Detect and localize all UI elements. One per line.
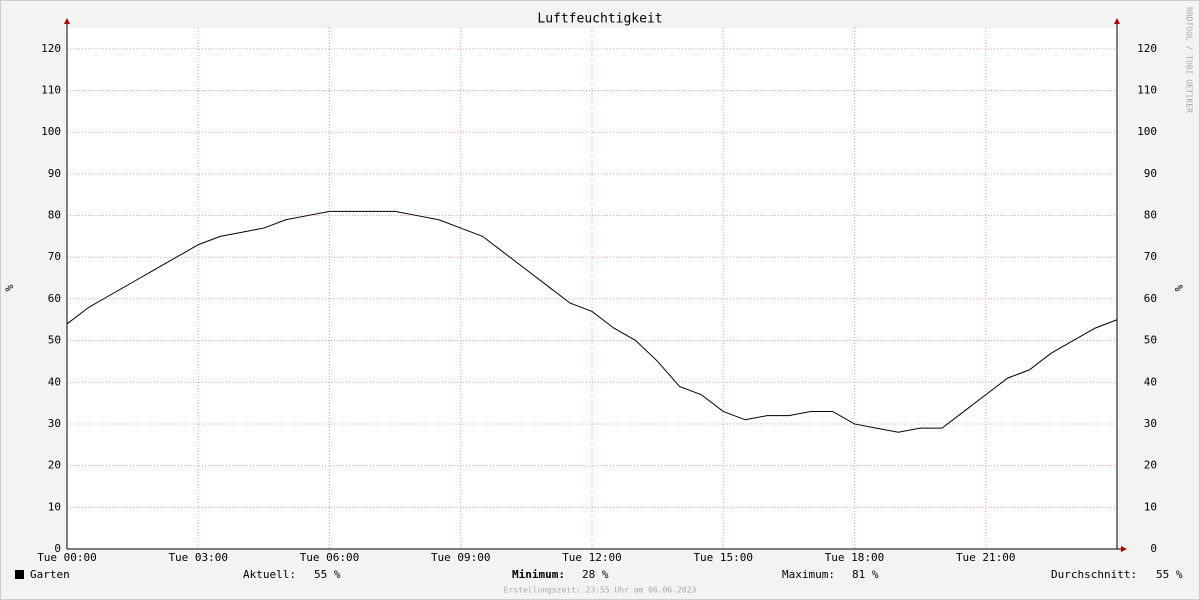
plot-area — [67, 28, 1117, 549]
stat-label: Maximum: — [782, 568, 835, 581]
x-tick-label: Tue 09:00 — [431, 551, 491, 564]
y2-tick-label: 80 — [1144, 209, 1157, 222]
stat-value: 55 % — [1156, 568, 1183, 581]
y-tick-label: 10 — [48, 500, 61, 513]
x-tick-label: Tue 18:00 — [825, 551, 885, 564]
y2-tick-label: 70 — [1144, 250, 1157, 263]
y-tick-label: 0 — [54, 542, 61, 555]
y2-tick-label: 110 — [1137, 84, 1157, 97]
legend-swatch — [15, 570, 24, 579]
series-line — [66, 210, 1118, 433]
y-tick-label: 100 — [41, 125, 61, 138]
x-tick-label: Tue 21:00 — [956, 551, 1016, 564]
footer: Erstellungszeit: 23:55 Uhr am 06.06.2023 — [504, 586, 697, 595]
y2-tick-label: 10 — [1144, 500, 1157, 513]
x-tick-label: Tue 03:00 — [168, 551, 228, 564]
chart-title: Luftfeuchtigkeit — [537, 12, 662, 27]
y2-tick-label: 50 — [1144, 334, 1157, 347]
stat-value: 28 % — [582, 568, 609, 581]
y2-tick-label: 20 — [1144, 459, 1157, 472]
stat-value: 81 % — [852, 568, 879, 581]
y-tick-label: 40 — [48, 375, 61, 388]
watermark: RRDTOOL / TOBI OETIKER — [1185, 7, 1194, 113]
stat-label: Durchschnitt: — [1051, 568, 1137, 581]
y-tick-label: 120 — [41, 42, 61, 55]
y2-tick-label: 90 — [1144, 167, 1157, 180]
y2-tick-label: 120 — [1137, 42, 1157, 55]
y-tick-label: 30 — [48, 417, 61, 430]
y2-tick-label: 100 — [1137, 125, 1157, 138]
x-tick-label: Tue 12:00 — [562, 551, 622, 564]
arrow — [1121, 546, 1127, 552]
legend-label: Garten — [30, 568, 70, 581]
y-tick-label: 70 — [48, 250, 61, 263]
y-axis-label: % — [3, 284, 16, 291]
x-tick-label: Tue 15:00 — [693, 551, 753, 564]
y2-axis-label: % — [1172, 285, 1185, 292]
y-tick-label: 90 — [48, 167, 61, 180]
y2-tick-label: 30 — [1144, 417, 1157, 430]
stat-label: Aktuell: — [243, 568, 296, 581]
y-tick-label: 110 — [41, 84, 61, 97]
y2-tick-label: 40 — [1144, 375, 1157, 388]
x-tick-label: Tue 00:00 — [37, 551, 97, 564]
y-tick-label: 20 — [48, 459, 61, 472]
y2-tick-label: 60 — [1144, 292, 1157, 305]
y-tick-label: 80 — [48, 209, 61, 222]
x-tick-label: Tue 06:00 — [300, 551, 360, 564]
stat-label: Minimum: — [512, 568, 565, 581]
y-tick-label: 60 — [48, 292, 61, 305]
y-tick-label: 50 — [48, 334, 61, 347]
y2-tick-label: 0 — [1150, 542, 1157, 555]
arrow — [1114, 18, 1120, 24]
arrow — [64, 18, 70, 24]
stat-value: 55 % — [314, 568, 341, 581]
